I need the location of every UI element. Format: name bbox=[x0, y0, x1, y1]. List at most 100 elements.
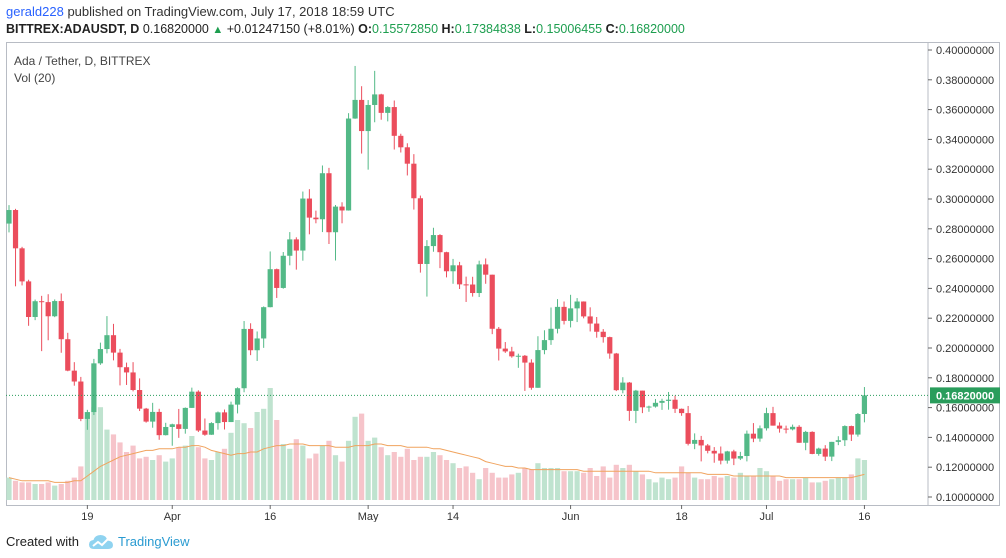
candle-body bbox=[776, 425, 783, 429]
volume-bar bbox=[731, 477, 737, 500]
candle-body bbox=[150, 411, 156, 422]
volume-bar bbox=[404, 448, 410, 500]
volume-bar bbox=[345, 440, 352, 500]
candle-body bbox=[861, 395, 868, 415]
volume-bar bbox=[750, 476, 757, 500]
volume-bar bbox=[6, 477, 12, 500]
volume-bar bbox=[32, 484, 38, 500]
volume-bar bbox=[607, 477, 613, 500]
volume-bar bbox=[803, 477, 809, 500]
candle-body bbox=[267, 269, 273, 308]
volume-bar bbox=[816, 482, 822, 500]
author-link[interactable]: gerald228 bbox=[6, 4, 64, 19]
candle-body bbox=[306, 198, 312, 218]
volume-bar bbox=[809, 482, 815, 500]
volume-bar bbox=[372, 437, 378, 500]
candle-body bbox=[574, 301, 580, 309]
tradingview-link[interactable]: TradingView bbox=[118, 534, 190, 549]
candle-body bbox=[744, 433, 750, 457]
candle-body bbox=[182, 407, 188, 429]
candle-body bbox=[12, 210, 19, 249]
candle-body bbox=[652, 402, 659, 407]
candle-body bbox=[78, 381, 84, 419]
candle-body bbox=[241, 328, 247, 389]
volume-bar bbox=[169, 458, 175, 500]
candle-body bbox=[463, 284, 469, 286]
candle-body bbox=[783, 428, 789, 430]
candle-body bbox=[398, 135, 404, 148]
volume-bar bbox=[39, 484, 45, 500]
volume-bar bbox=[463, 466, 469, 500]
volume-bar bbox=[189, 436, 195, 500]
volume-bar bbox=[561, 471, 567, 500]
candle-body bbox=[32, 301, 38, 318]
candle-body bbox=[437, 235, 443, 253]
volume-bar bbox=[620, 468, 626, 500]
candle-body bbox=[705, 445, 711, 451]
candle-body bbox=[613, 353, 619, 391]
price-tick-label: 0.18000000 bbox=[936, 373, 994, 385]
chart-container[interactable]: 0.10000000 0.12000000 0.14000000 0.16000000… bbox=[6, 42, 1000, 522]
volume-bar bbox=[672, 477, 678, 500]
volume-bar bbox=[332, 455, 339, 500]
time-tick-label: 14 bbox=[447, 511, 459, 522]
volume-bar bbox=[763, 471, 770, 500]
candlestick-chart[interactable]: 0.10000000 0.12000000 0.14000000 0.16000000… bbox=[6, 42, 1000, 522]
volume-bar bbox=[78, 466, 84, 500]
volume-bar bbox=[861, 460, 868, 500]
candle-body bbox=[672, 399, 678, 409]
candle-body bbox=[685, 413, 691, 444]
candle-body bbox=[476, 264, 482, 294]
volume-bar bbox=[783, 479, 789, 500]
volume-bar bbox=[443, 460, 450, 500]
volume-bar bbox=[123, 452, 130, 500]
candle-body bbox=[332, 206, 339, 233]
volume-bar bbox=[724, 476, 730, 500]
candle-body bbox=[110, 335, 117, 353]
volume-bar bbox=[293, 439, 299, 500]
candle-body bbox=[97, 349, 104, 364]
candle-body bbox=[567, 308, 574, 321]
volume-bar bbox=[359, 413, 365, 500]
candle-body bbox=[692, 439, 698, 444]
up-triangle-icon: ▲ bbox=[212, 24, 224, 36]
volume-bar bbox=[450, 463, 456, 500]
candle-body bbox=[352, 99, 358, 119]
candle-body bbox=[470, 284, 476, 294]
candle-body bbox=[535, 350, 541, 388]
volume-bar bbox=[378, 447, 384, 500]
volume-bar bbox=[600, 466, 606, 500]
volume-bar bbox=[12, 480, 19, 500]
chart-header: gerald228 published on TradingView.com, … bbox=[0, 0, 1006, 40]
candle-body bbox=[326, 173, 332, 233]
volume-bar bbox=[509, 474, 515, 500]
candle-body bbox=[515, 355, 521, 357]
volume-bar bbox=[287, 448, 293, 500]
volume-bar bbox=[522, 468, 528, 500]
candle-body bbox=[228, 404, 234, 423]
last-price-badge-label: 0.16820000 bbox=[936, 390, 994, 402]
candle-body bbox=[372, 94, 378, 105]
volume-bar bbox=[437, 455, 443, 500]
candle-body bbox=[189, 391, 195, 408]
price-tick-label: 0.16000000 bbox=[936, 403, 994, 415]
candle-body bbox=[842, 426, 848, 441]
time-axis: 19 Apr 16 May 14 Jun 18 Jul 16 bbox=[81, 505, 871, 522]
candle-body bbox=[750, 433, 757, 439]
candle-body bbox=[221, 412, 228, 423]
candle-body bbox=[176, 424, 182, 429]
chart-frame bbox=[6, 42, 1000, 506]
candle-body bbox=[757, 428, 763, 439]
volume-bar bbox=[254, 412, 260, 500]
time-tick-label: 18 bbox=[675, 511, 687, 522]
candle-body bbox=[620, 382, 626, 391]
candle-body bbox=[724, 451, 730, 461]
volume-bar bbox=[25, 482, 32, 500]
time-tick-label: 19 bbox=[81, 511, 93, 522]
volume-bar bbox=[215, 452, 221, 500]
price-tick-label: 0.40000000 bbox=[936, 45, 994, 57]
candle-body bbox=[443, 252, 450, 272]
candle-body bbox=[137, 390, 143, 409]
published-text: published on TradingView.com, July 17, 2… bbox=[67, 4, 395, 19]
open-value: 0.15572850 bbox=[372, 22, 439, 36]
